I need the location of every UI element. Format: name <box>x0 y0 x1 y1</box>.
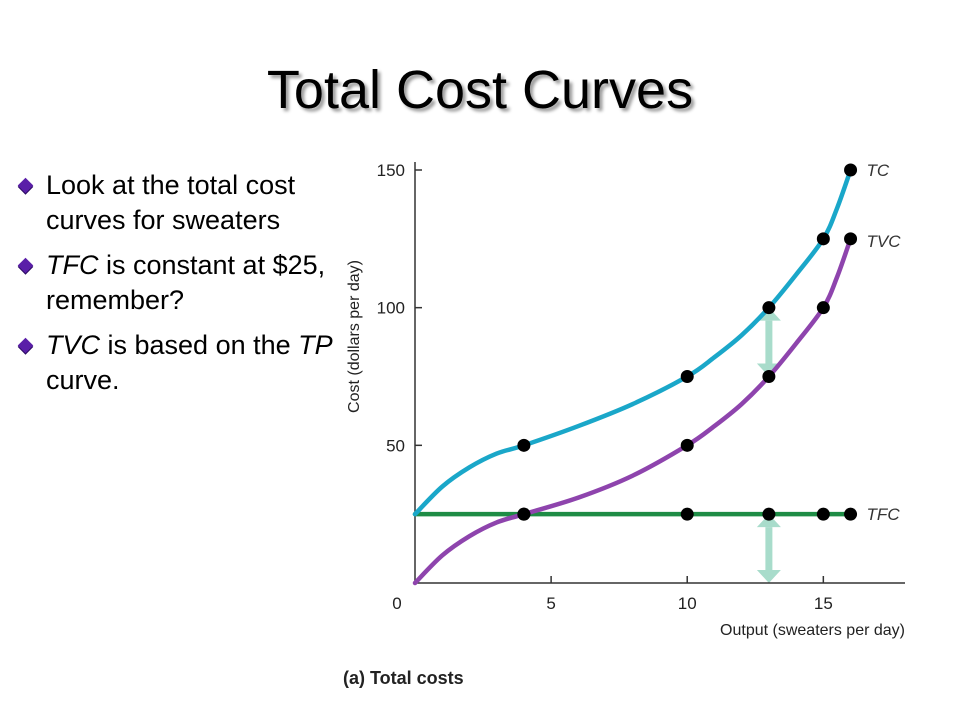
series-label-tc: TC <box>867 161 890 180</box>
bullet-text-part: is constant at $25, remember? <box>46 250 326 315</box>
data-point-tc <box>844 163 858 177</box>
diamond-bullet-icon <box>17 257 34 274</box>
data-point-tc <box>816 232 830 246</box>
bullet-text-part: is based on the <box>100 330 299 360</box>
data-point-tfc <box>816 507 830 521</box>
y-tick-label: 100 <box>377 299 405 318</box>
data-point-tfc <box>844 507 858 521</box>
y-axis-label: Cost (dollars per day) <box>346 260 363 413</box>
total-cost-chart: 50 100 150 0 5 10 15 Output (sweaters per day) C… <box>343 161 905 688</box>
x-axis-label: Output (sweaters per day) <box>720 622 905 639</box>
bullet-text: TFC is constant at $25, remember? <box>46 250 325 315</box>
bullet-list: Look at the total cost curves for sweate… <box>14 168 334 408</box>
series-line-tc <box>412 167 853 517</box>
series-label-tfc: TFC <box>867 505 901 524</box>
bullet-text-part: curve. <box>46 365 120 395</box>
bullet-item: Look at the total cost curves for sweate… <box>14 168 334 238</box>
x-tick-label: 15 <box>814 594 833 613</box>
data-point-tvc <box>844 232 858 246</box>
data-point-tc <box>517 438 531 452</box>
bullet-text: Look at the total cost curves for sweate… <box>46 170 295 235</box>
data-point-tc <box>762 301 776 315</box>
double-arrow-head-down <box>756 570 781 583</box>
y-tick-label: 50 <box>386 436 405 455</box>
diamond-bullet-icon <box>17 177 34 194</box>
data-point-tvc <box>680 438 694 452</box>
data-point-tfc <box>680 507 694 521</box>
series-label-tvc: TVC <box>867 232 902 251</box>
data-point-tfc <box>762 507 776 521</box>
x-tick-label: 5 <box>546 594 555 613</box>
x-tick-label: 10 <box>678 594 697 613</box>
bullet-text-part: TVC <box>46 330 100 360</box>
data-point-tc <box>680 370 694 383</box>
bullet-text-part: TP <box>298 330 333 360</box>
slide-title: Total Cost Curves <box>266 60 694 120</box>
bullet-item: TVC is based on the TP curve. <box>14 328 334 398</box>
data-point-tvc <box>762 370 776 383</box>
bullet-text-part: Look at the total cost curves for sweate… <box>46 170 296 235</box>
bullet-item: TFC is constant at $25, remember? <box>14 248 334 318</box>
chart-caption: (a) Total costs <box>343 668 464 688</box>
bullet-text-part: TFC <box>46 250 99 280</box>
bullet-text: TVC is based on the TP curve. <box>46 330 333 395</box>
diamond-bullet-icon <box>17 337 34 354</box>
data-point-tvc <box>517 507 531 521</box>
data-point-tvc <box>816 301 830 315</box>
x-tick-label: 0 <box>392 594 401 613</box>
y-tick-label: 150 <box>377 161 405 180</box>
